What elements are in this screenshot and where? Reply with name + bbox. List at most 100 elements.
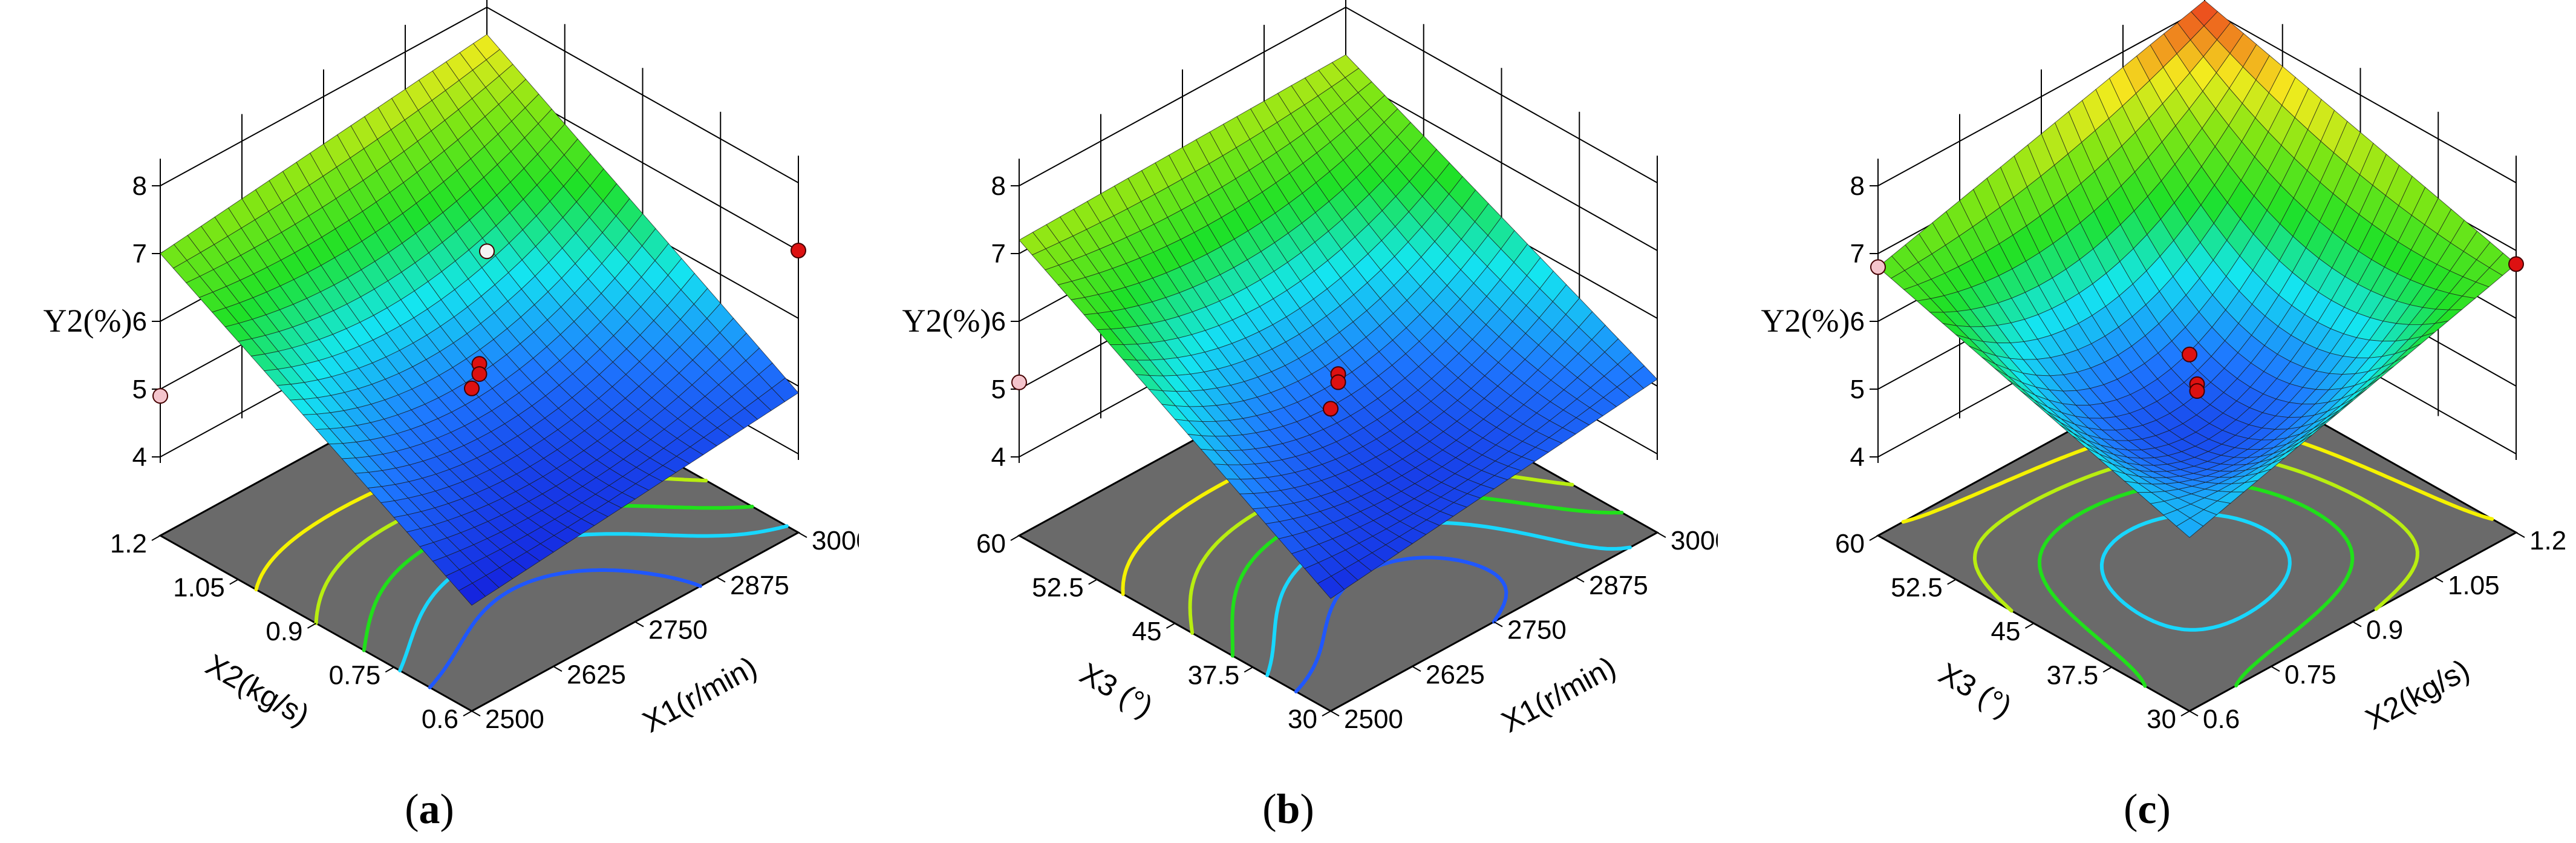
z-tick-label: 7	[991, 239, 1006, 269]
left-axis-tick-mark	[229, 579, 239, 585]
z-tick-label: 8	[1850, 171, 1865, 201]
left-axis-tick-label: 0.9	[266, 617, 302, 646]
design-point	[1323, 401, 1339, 417]
left-axis-tick-mark	[463, 710, 472, 717]
chart-panel-b: 45678Y2(%)250026252750287530003037.54552…	[859, 0, 1718, 843]
design-point	[479, 243, 495, 260]
right-axis-tick-mark	[2434, 576, 2444, 583]
right-axis-tick-mark	[2516, 532, 2525, 538]
z-tick-label: 6	[132, 307, 147, 336]
surface-chart-b: 45678Y2(%)250026252750287530003037.54552…	[902, 0, 1718, 833]
left-axis-tick-mark	[1244, 666, 1253, 673]
right-axis-tick-mark	[2271, 666, 2280, 672]
z-tick-label: 7	[132, 239, 147, 269]
z-tick-label: 8	[132, 171, 147, 201]
z-tick-label: 5	[1850, 375, 1865, 404]
design-point	[2182, 346, 2197, 362]
chart-panel-c: 4 5 6 7 8 Y2(%) 0.6 0.75 0.9 1.05 1.2 30 37.5 45 52.5 6…	[1718, 0, 2576, 843]
design-point	[464, 380, 480, 396]
design-point	[1011, 374, 1027, 390]
panel-caption: (b)	[1262, 786, 1314, 833]
left-axis-tick-mark	[1947, 579, 1957, 585]
right-axis-tick-mark	[798, 532, 807, 538]
left-axis-tick-mark	[2180, 710, 2190, 717]
left-axis-tick-label: 30	[2147, 704, 2176, 734]
right-axis-title: X2(kg/s)	[2360, 652, 2475, 736]
left-axis-title: X3 (°)	[1933, 656, 2017, 724]
panel-caption: (a)	[405, 786, 454, 833]
left-axis-tick-mark	[385, 666, 394, 673]
z-tick-label: 8	[991, 171, 1006, 201]
caption-letter: a	[419, 786, 440, 833]
right-axis-tick-label: 2625	[1426, 660, 1485, 689]
right-axis-tick-label: 2875	[730, 571, 789, 600]
design-point	[471, 366, 487, 382]
left-axis-tick-mark	[1088, 579, 1098, 585]
right-axis-tick-label: 0.6	[2203, 704, 2240, 734]
z-tick-label: 6	[1850, 307, 1865, 336]
right-axis-tick-label: 0.75	[2284, 660, 2336, 689]
right-axis-tick-mark	[1412, 666, 1421, 672]
left-axis-tick-mark	[2025, 623, 2034, 629]
z-tick-label: 5	[132, 375, 147, 404]
caption-open: (	[2124, 786, 2137, 833]
caption-letter: b	[1277, 786, 1300, 833]
caption-close: )	[1300, 786, 1314, 833]
caption-open: (	[1262, 786, 1276, 833]
left-axis-tick-mark	[151, 535, 161, 541]
design-point	[1870, 259, 1886, 275]
z-tick-label: 4	[132, 442, 147, 472]
caption-open: (	[405, 786, 419, 833]
design-point	[2508, 256, 2524, 272]
design-point	[1330, 374, 1346, 390]
z-tick-label: 6	[991, 307, 1006, 336]
right-axis-tick-mark	[553, 666, 562, 672]
z-tick-label: 4	[991, 442, 1006, 472]
left-axis-tick-label: 0.75	[329, 661, 381, 690]
left-axis-tick-label: 45	[1132, 617, 1162, 646]
left-axis-tick-label: 60	[976, 529, 1006, 559]
right-axis-tick-label: 2500	[1344, 704, 1403, 734]
right-axis-tick-mark	[471, 710, 481, 717]
right-axis-tick-mark	[2352, 621, 2362, 628]
surface-facet	[1317, 576, 1345, 599]
z-tick-label: 7	[1850, 239, 1865, 269]
right-axis-title: X1(r/min)	[637, 650, 762, 740]
right-axis-tick-label: 2750	[1507, 615, 1567, 645]
surface-facet	[458, 583, 486, 606]
left-axis-tick-label: 37.5	[2047, 661, 2099, 690]
right-axis-tick-label: 2750	[648, 615, 708, 645]
response-surface	[1877, 0, 2517, 538]
right-axis-tick-label: 1.05	[2448, 571, 2500, 600]
left-axis-tick-label: 0.6	[422, 704, 458, 734]
right-axis-tick-mark	[1330, 710, 1340, 717]
left-axis-tick-mark	[1322, 710, 1331, 717]
caption-close: )	[440, 786, 454, 833]
design-point	[2189, 383, 2205, 399]
left-axis-title: X2(kg/s)	[200, 648, 315, 732]
z-axis-title: Y2(%)	[902, 303, 991, 339]
left-axis-title: X3 (°)	[1074, 656, 1158, 724]
left-axis-tick-mark	[1010, 535, 1020, 541]
response-surface	[160, 34, 799, 606]
z-tick-label: 4	[1850, 442, 1865, 472]
z-axis-title: Y2(%)	[44, 303, 132, 339]
design-point	[791, 243, 806, 258]
surface-chart-c: 45678Y2(%)0.60.750.91.051.23037.54552.56…	[1761, 0, 2566, 833]
left-axis-tick-label: 37.5	[1188, 661, 1240, 690]
right-axis-tick-label: 1.2	[2529, 526, 2566, 556]
right-axis-tick-mark	[2189, 710, 2199, 717]
right-axis-tick-mark	[1493, 621, 1503, 628]
left-axis-tick-label: 1.2	[110, 529, 147, 559]
right-axis-tick-label: 0.9	[2366, 615, 2403, 645]
contour-line	[428, 568, 702, 689]
panel-caption: (c)	[2124, 786, 2171, 833]
surface-facet	[2176, 517, 2204, 538]
caption-close: )	[2157, 786, 2171, 833]
left-axis-tick-mark	[1166, 623, 1175, 629]
design-point	[152, 388, 168, 404]
